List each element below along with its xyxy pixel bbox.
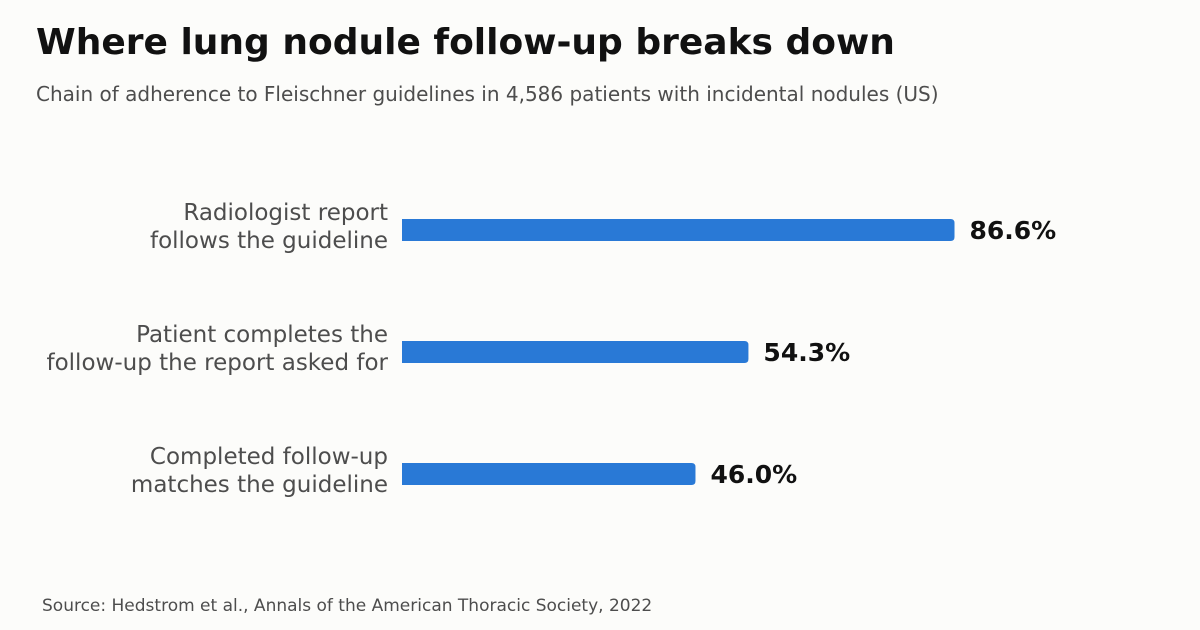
category-label-0-line-0: Radiologist report [183,200,388,226]
category-label-1-line-1: follow-up the report asked for [47,350,389,376]
bar-0 [402,219,955,241]
category-label-2-line-0: Completed follow-up [150,444,388,470]
bar-1 [402,341,749,363]
category-label-1-line-0: Patient completes the [136,322,388,348]
bar-2 [402,463,696,485]
source-note: Source: Hedstrom et al., Annals of the A… [42,596,653,616]
value-label-1: 54.3% [763,338,850,367]
category-label-0-line-1: follows the guideline [150,228,388,254]
chart-subtitle: Chain of adherence to Fleischner guideli… [36,82,939,106]
category-label-2-line-1: matches the guideline [131,472,388,498]
chart-title: Where lung nodule follow-up breaks down [36,22,895,63]
value-label-2: 46.0% [710,460,797,489]
value-label-0: 86.6% [970,216,1057,245]
